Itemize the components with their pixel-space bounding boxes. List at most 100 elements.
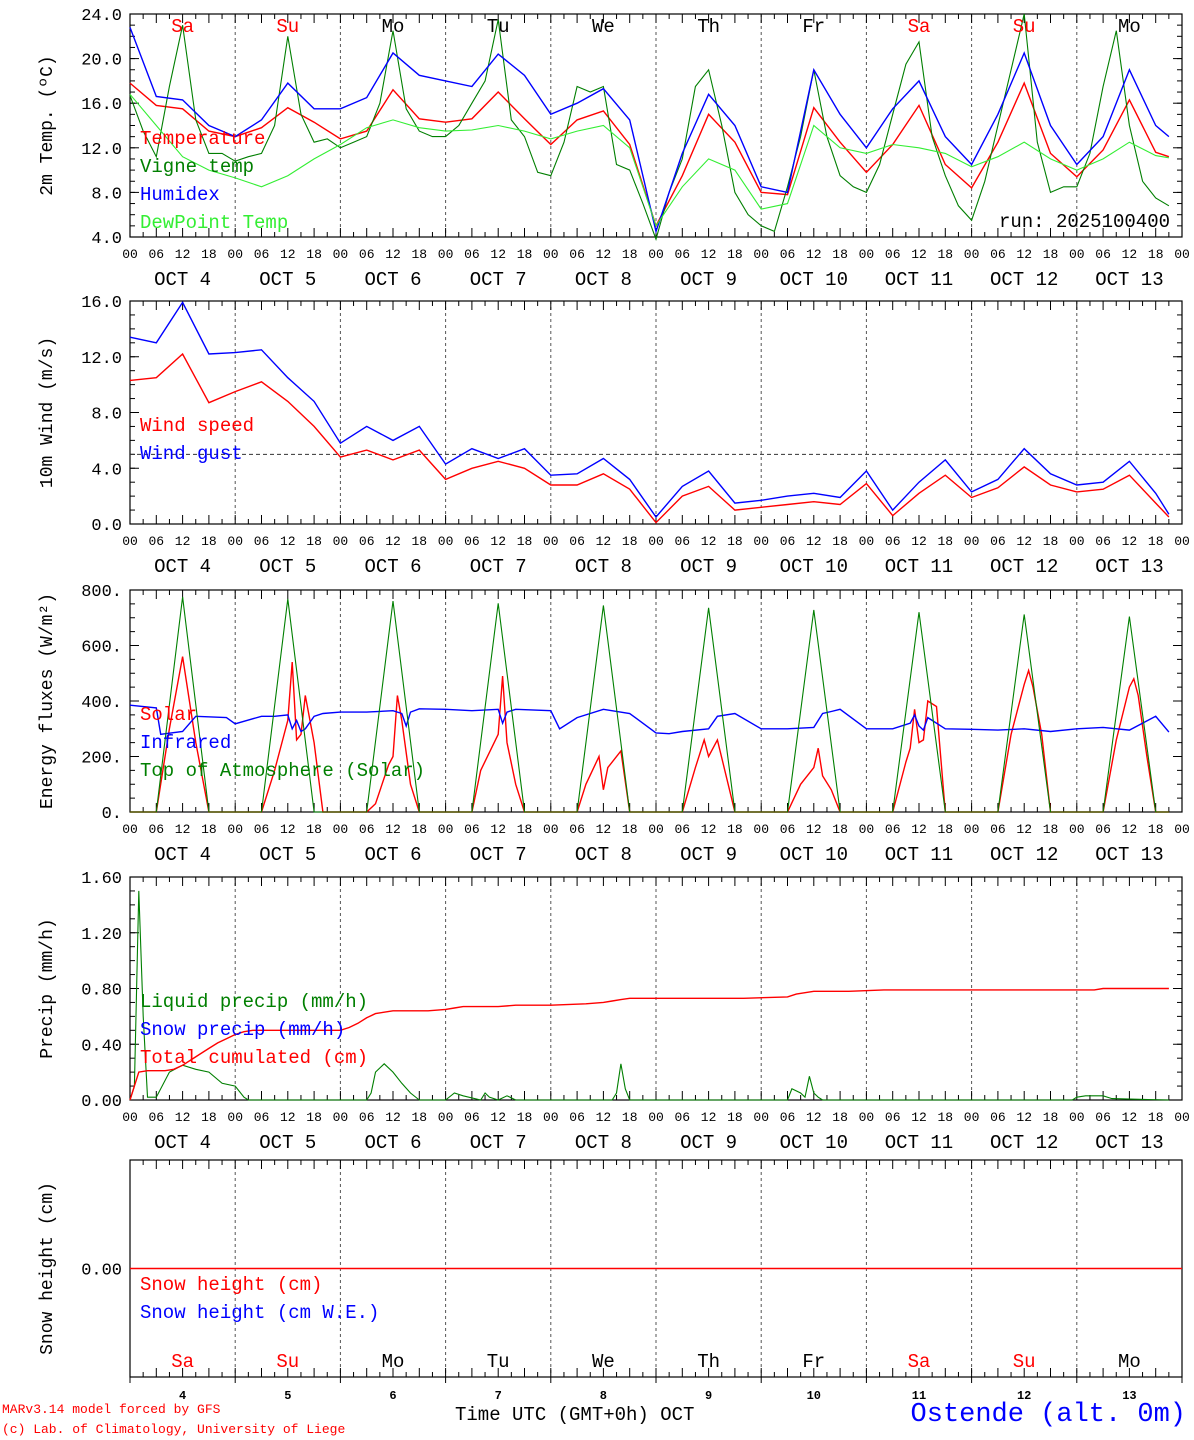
series-line-top-of-atmosphere-solar- [130,596,1169,813]
hour-label: 12 [385,247,401,262]
legend-entry: Snow height (cm W.E.) [140,1302,379,1324]
hour-label: 00 [438,1110,454,1125]
date-label: OCT 9 [680,269,737,291]
hour-label: 06 [885,534,901,549]
date-label: OCT 10 [780,269,848,291]
hour-label: 00 [1174,247,1190,262]
series-line-total-cumulated-cm- [129,987,1169,1101]
hour-label: 12 [175,534,191,549]
hour-label: 18 [937,534,953,549]
hour-label: 00 [964,822,980,837]
hour-label: 06 [359,247,375,262]
day-number: 11 [912,1389,926,1403]
hour-label: 06 [569,822,585,837]
hour-label: 12 [911,534,927,549]
hour-label: 12 [701,247,717,262]
hour-label: 00 [438,247,454,262]
hour-label: 06 [990,247,1006,262]
date-label: OCT 9 [680,556,737,578]
hour-label: 06 [569,1110,585,1125]
hour-label: 12 [490,247,506,262]
date-label: OCT 5 [259,556,316,578]
hour-label: 06 [359,1110,375,1125]
hour-label: 00 [964,247,980,262]
run-annotation: run: 2025100400 [999,211,1170,233]
hour-label: 12 [701,534,717,549]
hour-label: 06 [780,1110,796,1125]
x-axis-title: Time UTC (GMT+0h) OCT [455,1404,694,1426]
hour-label: 06 [464,822,480,837]
hour-label: 06 [990,534,1006,549]
y-tick-label: 600. [81,639,122,658]
legend-entry: Top of Atmosphere (Solar) [140,760,425,782]
legend-entry: Temperature [140,128,265,150]
date-label: OCT 4 [154,844,211,866]
hour-label: 12 [596,822,612,837]
hour-label: 06 [674,534,690,549]
y-tick-label: 200. [81,750,122,769]
legend-entry: Vigne temp [140,156,254,178]
date-label: OCT 10 [780,556,848,578]
hour-label: 00 [964,534,980,549]
hour-label: 12 [175,822,191,837]
panel-precip [129,876,1183,1101]
hour-label: 18 [306,822,322,837]
hour-label: 00 [859,247,875,262]
hour-label: 12 [596,534,612,549]
weekday-label: Sa [908,1351,931,1373]
hour-label: 06 [464,1110,480,1125]
date-label: OCT 7 [470,1132,527,1154]
y-tick-label: 12.0 [81,141,122,160]
date-label: OCT 5 [259,269,316,291]
hour-label: 18 [1148,822,1164,837]
hour-label: 00 [543,247,559,262]
series-line-liquid-precip-mm-h- [129,890,1169,1101]
hour-label: 00 [227,247,243,262]
hour-label: 06 [464,247,480,262]
hour-label: 18 [937,1110,953,1125]
date-label: OCT 13 [1095,1132,1163,1154]
hour-label: 00 [859,534,875,549]
hour-label: 12 [1122,534,1138,549]
hour-label: 18 [832,247,848,262]
weekday-label: Mo [382,1351,405,1373]
y-axis-title: Snow height (cm) [38,1182,58,1355]
hour-label: 18 [622,1110,638,1125]
date-label: OCT 7 [470,844,527,866]
hour-label: 18 [832,822,848,837]
y-tick-label: 800. [81,583,122,602]
hour-label: 12 [175,1110,191,1125]
hour-label: 12 [806,822,822,837]
hour-label: 12 [701,822,717,837]
hour-label: 06 [885,1110,901,1125]
y-tick-label: 16.0 [81,294,122,313]
weekday-label: Mo [1118,1351,1141,1373]
hour-label: 12 [1122,247,1138,262]
hour-label: 18 [517,1110,533,1125]
credit-line: (c) Lab. of Climatology, University of L… [2,1422,346,1437]
weekday-label: We [592,16,615,38]
series-line-humidex [129,27,1170,234]
hour-label: 00 [1069,247,1085,262]
hour-label: 00 [122,534,138,549]
panel-snow [129,1159,1183,1383]
hour-label: 18 [411,247,427,262]
hour-label: 00 [227,1110,243,1125]
y-tick-label: 0.40 [81,1037,122,1056]
day-number: 12 [1017,1389,1031,1403]
hour-label: 12 [490,822,506,837]
hour-label: 18 [411,1110,427,1125]
y-tick-label: 4.0 [91,461,122,480]
date-label: OCT 13 [1095,556,1163,578]
hour-label: 00 [859,1110,875,1125]
series-line-solar [130,656,1169,813]
hour-label: 00 [648,822,664,837]
hour-label: 06 [569,534,585,549]
hour-label: 12 [490,1110,506,1125]
date-label: OCT 5 [259,844,316,866]
hour-label: 06 [1095,247,1111,262]
hour-label: 00 [122,247,138,262]
hour-label: 00 [543,1110,559,1125]
hour-label: 12 [911,1110,927,1125]
y-axis-title: 10m Wind (m/s) [38,337,58,488]
